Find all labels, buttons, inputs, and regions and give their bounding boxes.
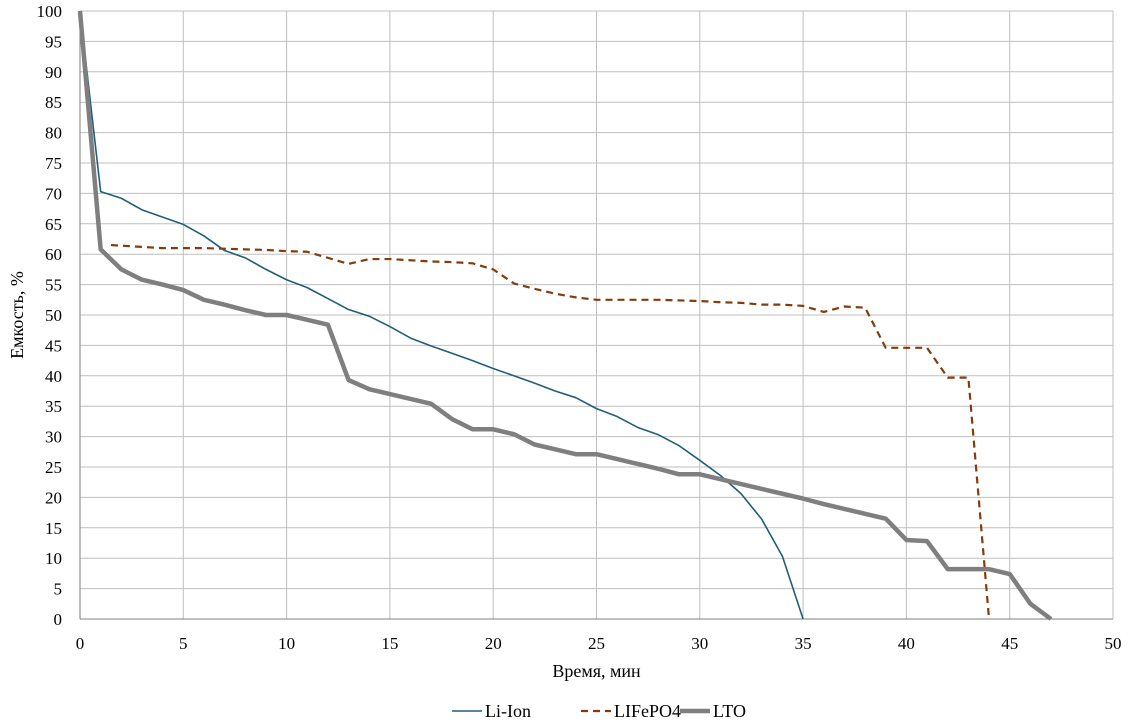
y-tick-label: 0	[54, 610, 63, 629]
y-tick-label: 25	[45, 458, 62, 477]
y-tick-label: 15	[45, 519, 62, 538]
x-tick-label: 50	[1105, 634, 1122, 653]
series-line-3	[77, 10, 1053, 621]
x-tick-label: 35	[795, 634, 812, 653]
y-tick-label: 40	[45, 367, 62, 386]
x-tick-label: 30	[691, 634, 708, 653]
y-axis-title: Емкость, %	[7, 271, 27, 359]
y-tick-label: 45	[45, 336, 62, 355]
x-tick-label: 0	[76, 634, 85, 653]
y-tick-label: 30	[45, 428, 62, 447]
y-tick-label: 35	[45, 397, 62, 416]
y-tick-label: 5	[54, 580, 63, 599]
y-tick-label: 80	[45, 124, 62, 143]
x-tick-label: 20	[485, 634, 502, 653]
legend: Li-Ion LIFePO4 LTO	[452, 701, 746, 721]
series-line-1	[79, 10, 804, 620]
x-tick-label: 10	[278, 634, 295, 653]
y-axis-ticks: 0 5 10 15 20 25 30 35 40 45 50 55 60 65 70 75 80 85 90 95 10…	[37, 2, 63, 629]
y-tick-label: 60	[45, 245, 62, 264]
x-tick-label: 40	[898, 634, 915, 653]
x-tick-label: 5	[179, 634, 188, 653]
grid	[79, 10, 1114, 620]
x-tick-label: 25	[588, 634, 605, 653]
y-tick-label: 65	[45, 215, 62, 234]
x-axis-ticks: 0 5 10 15 20 25 30 35 40 45 50	[76, 634, 1122, 653]
y-tick-label: 90	[45, 63, 62, 82]
x-tick-label: 15	[381, 634, 398, 653]
x-axis-title: Время, мин	[552, 661, 641, 681]
y-tick-label: 85	[45, 93, 62, 112]
y-tick-label: 75	[45, 154, 62, 173]
x-tick-label: 45	[1001, 634, 1018, 653]
series-layer	[77, 10, 1053, 621]
y-tick-label: 20	[45, 488, 62, 507]
legend-label-1: Li-Ion	[485, 701, 531, 721]
y-tick-label: 50	[45, 306, 62, 325]
series-line-2	[110, 243, 991, 620]
y-tick-label: 10	[45, 549, 62, 568]
y-tick-label: 95	[45, 32, 62, 51]
y-tick-label: 70	[45, 184, 62, 203]
legend-label-3: LTO	[713, 701, 746, 721]
legend-label-2: LIFePO4	[614, 701, 681, 721]
y-tick-label: 55	[45, 276, 62, 295]
y-tick-label: 100	[37, 2, 63, 21]
